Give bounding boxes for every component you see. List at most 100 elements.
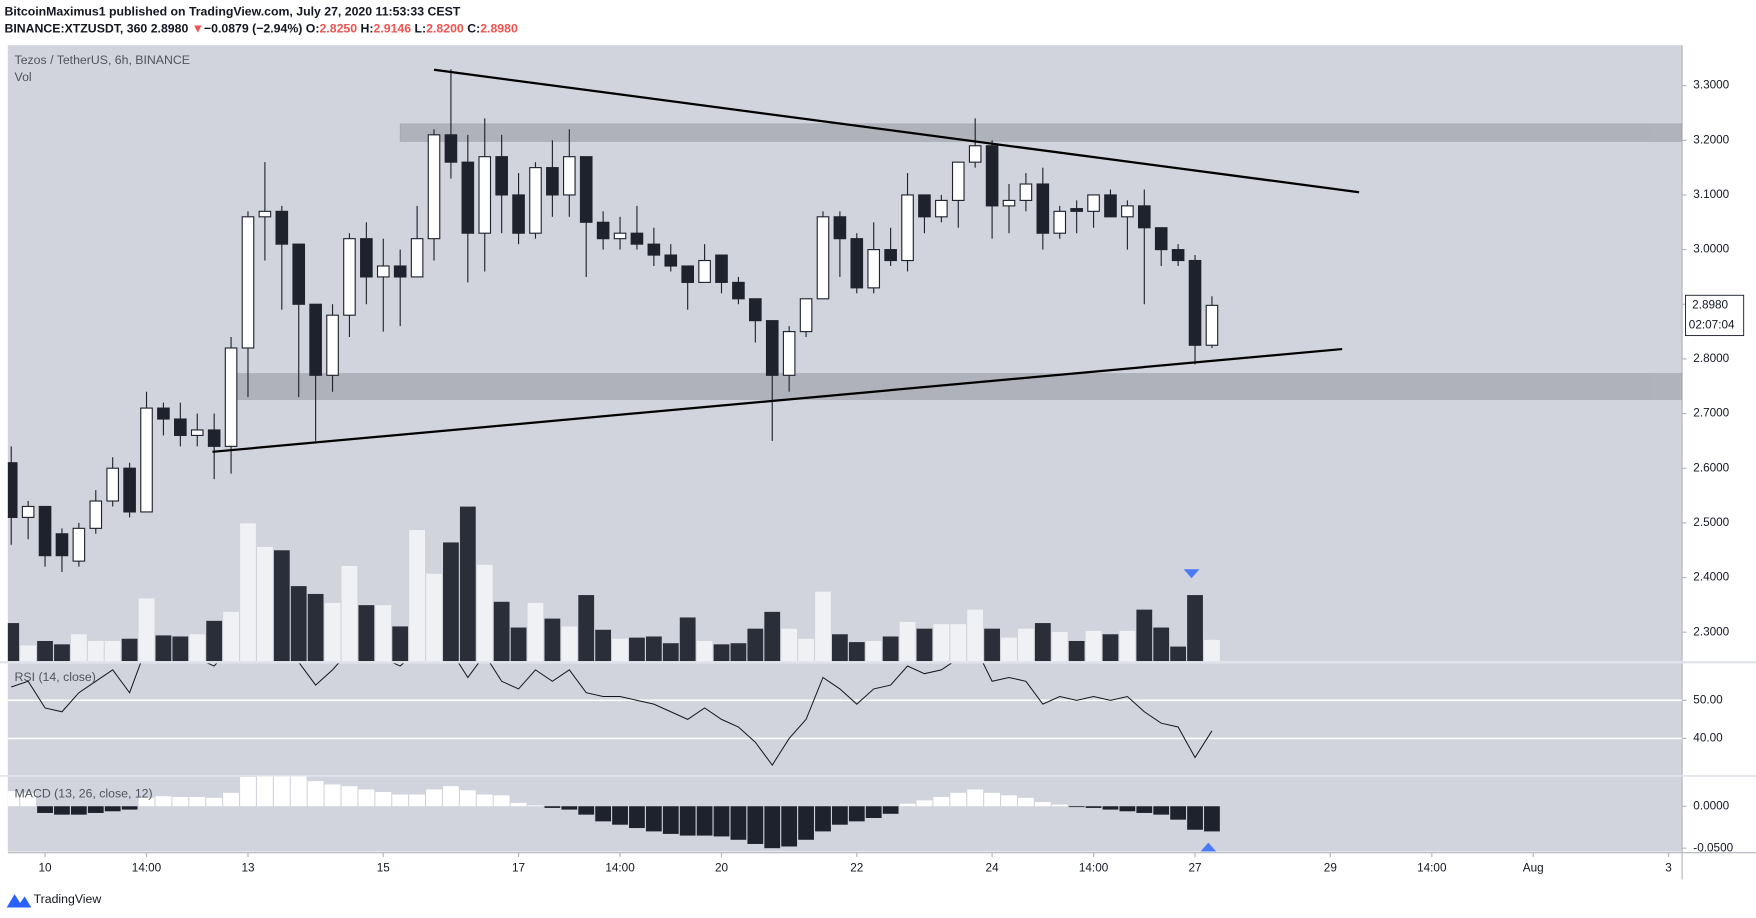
macd-bar <box>341 786 358 807</box>
zone <box>229 373 1683 400</box>
volume-bar <box>730 643 747 662</box>
x-tick-label: 22 <box>850 861 863 874</box>
volume-bar <box>1119 630 1136 662</box>
candle-body <box>613 232 627 240</box>
x-tick-label: 14:00 <box>605 861 635 874</box>
candle-body <box>850 238 864 289</box>
candle-body <box>664 254 678 267</box>
macd-bar <box>510 802 527 807</box>
volume-bar <box>950 624 967 662</box>
macd-bar <box>747 806 764 844</box>
volume-bar <box>240 523 256 662</box>
macd-bar <box>1187 806 1203 830</box>
candle-body <box>546 167 559 196</box>
macd-bar <box>730 806 747 840</box>
pane-bg <box>7 663 1683 776</box>
x-tick-label: 14:00 <box>1079 861 1109 874</box>
y-tick-label: 0.0000 <box>1693 799 1729 812</box>
candle-body <box>732 281 745 300</box>
volume-bar <box>882 636 899 662</box>
volume-bar <box>1085 630 1102 662</box>
candle-body <box>1154 227 1168 251</box>
macd-bar <box>1170 806 1187 820</box>
volume-bar <box>37 640 53 662</box>
candle-body <box>140 407 153 513</box>
y-tick-label: 3.0000 <box>1693 243 1729 256</box>
macd-bar <box>273 776 290 807</box>
candle-body <box>1002 199 1016 207</box>
volume-bar <box>645 636 662 662</box>
macd-bar <box>20 792 37 807</box>
macd-bar <box>815 806 831 832</box>
x-tick-label: 17 <box>512 861 525 874</box>
price-tag: 2.8980 <box>1692 298 1728 311</box>
macd-bar <box>1102 806 1119 810</box>
signal-arrow <box>1200 842 1217 852</box>
macd-bar <box>578 806 595 815</box>
macd-bar <box>696 806 713 836</box>
macd-bar <box>155 796 172 807</box>
candle-body <box>89 500 103 529</box>
candle-body <box>343 238 356 316</box>
x-tick-label: Aug <box>1523 861 1544 874</box>
candle-body <box>698 259 711 283</box>
candle-body <box>444 134 458 163</box>
macd-bar <box>984 792 1000 807</box>
candle-body <box>38 505 52 557</box>
candle-body <box>765 320 779 376</box>
volume-bar <box>544 618 561 662</box>
candle-body <box>867 249 881 289</box>
macd-bar <box>798 806 814 840</box>
volume-bar <box>1018 628 1034 662</box>
volume-bar <box>916 628 933 662</box>
price-plot <box>7 68 1683 662</box>
macd-bar <box>1001 795 1017 807</box>
volume-bar <box>138 598 155 662</box>
indicator-plot <box>7 663 1683 766</box>
volume-bar <box>155 635 172 662</box>
footer: TradingView <box>34 892 102 906</box>
candle-body <box>715 254 728 283</box>
volume-bar <box>70 634 87 662</box>
candle-body <box>512 194 525 234</box>
candle-body <box>1121 205 1134 218</box>
candle-body <box>174 418 187 436</box>
macd-bar <box>781 806 798 847</box>
macd-bar <box>7 791 20 807</box>
candle-body <box>410 238 424 278</box>
candle-body <box>833 216 847 240</box>
header-line: BitcoinMaximus1 published on TradingView… <box>4 5 460 19</box>
macd-bar <box>899 803 916 807</box>
volume-bar <box>459 506 476 662</box>
macd-bar <box>882 806 899 814</box>
candle-body <box>190 429 204 436</box>
candle-body <box>360 238 373 278</box>
macd-bar <box>375 792 392 807</box>
volume-bar <box>20 645 37 662</box>
volume-bar <box>899 621 916 662</box>
candle-body <box>55 533 69 557</box>
volume-bar <box>798 638 814 662</box>
volume-bar <box>984 628 1000 662</box>
macd-bar <box>392 794 409 807</box>
macd-bar <box>848 806 865 822</box>
volume-title: Vol <box>15 70 32 84</box>
x-tick-label: 29 <box>1324 861 1337 874</box>
volume-bar <box>595 629 612 662</box>
volume-bar <box>206 620 223 662</box>
c: 2.8980 <box>480 22 518 36</box>
macd-bar <box>307 781 324 807</box>
candle-body <box>224 347 238 447</box>
candle-body <box>21 505 35 518</box>
c-key: C: <box>467 22 480 36</box>
macd-bar <box>764 806 781 849</box>
candle-body <box>1070 208 1083 212</box>
y-tick-label: 2.5000 <box>1693 516 1729 529</box>
volume-bar <box>54 644 70 662</box>
candle-body <box>495 156 508 196</box>
volume-bar <box>476 564 493 662</box>
volume-bar <box>933 624 950 662</box>
x-tick-label: 13 <box>241 861 255 874</box>
macd-bar <box>54 806 70 815</box>
